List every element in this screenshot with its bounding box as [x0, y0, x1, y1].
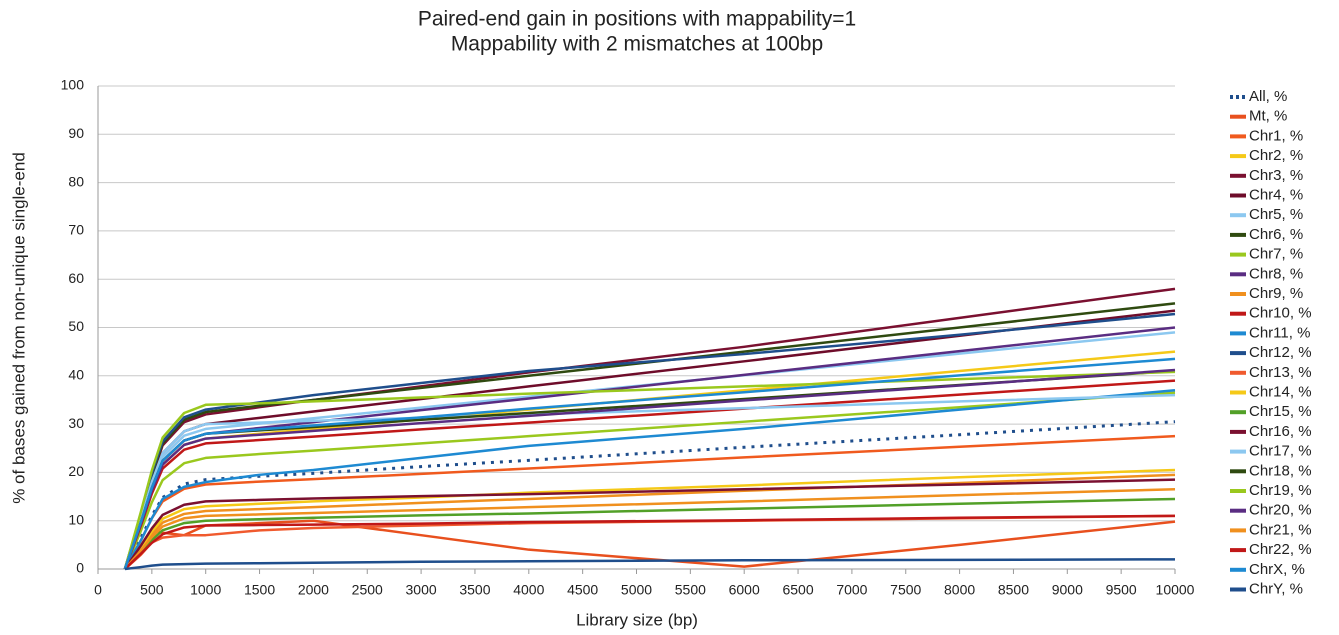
x-tick-label: 4500 [567, 582, 598, 598]
x-tick-label: 5000 [621, 582, 652, 598]
x-tick-label: 2000 [298, 582, 329, 598]
x-tick-label: 2500 [352, 582, 383, 598]
series-line [123, 312, 1176, 570]
series-line [123, 420, 1176, 570]
series-line [123, 473, 1176, 570]
series-line [123, 393, 1176, 570]
x-tick-label: 7000 [836, 582, 867, 598]
y-tick-label: 20 [68, 463, 84, 479]
legend-label: Chr17, % [1249, 443, 1312, 460]
legend-label: Chr7, % [1249, 246, 1303, 263]
series-line [123, 370, 1176, 570]
x-tick-label: 1500 [244, 582, 275, 598]
legend-label: Chr14, % [1249, 383, 1312, 400]
y-tick-label: 70 [68, 222, 84, 238]
y-tick-label: 0 [76, 560, 84, 576]
legend-label: Chr11, % [1249, 324, 1310, 341]
x-tick-label: 6000 [729, 582, 760, 598]
series-line [123, 478, 1176, 570]
legend-label: Chr8, % [1249, 265, 1303, 282]
x-tick-label: 3500 [459, 582, 490, 598]
legend-label: Chr16, % [1249, 423, 1312, 440]
legend-label: All, % [1249, 88, 1287, 105]
series-line [124, 497, 1176, 570]
y-tick-label: 50 [68, 318, 84, 334]
chart-title: Paired-end gain in positions with mappab… [418, 8, 856, 31]
legend-label: Chr21, % [1249, 521, 1312, 538]
series-line [123, 468, 1176, 570]
legend-label: Chr5, % [1249, 206, 1303, 223]
series-line [123, 391, 1176, 570]
x-tick-label: 3000 [406, 582, 437, 598]
legend-label: Chr18, % [1249, 462, 1312, 479]
legend-label: ChrX, % [1249, 561, 1305, 578]
x-tick-label: 8000 [944, 582, 975, 598]
legend-label: Chr20, % [1249, 502, 1312, 519]
legend-label: Mt, % [1249, 108, 1287, 125]
x-tick-label: 8500 [998, 582, 1029, 598]
chart-subtitle: Mappability with 2 mismatches at 100bp [451, 33, 823, 56]
series-line [124, 514, 1176, 570]
legend-label: ChrY, % [1249, 580, 1303, 597]
series-line [123, 326, 1176, 570]
legend-label: Chr13, % [1249, 364, 1312, 381]
y-tick-label: 10 [68, 511, 84, 527]
legend-label: Chr12, % [1249, 344, 1312, 361]
y-tick-label: 40 [68, 367, 84, 383]
legend-label: Chr2, % [1249, 147, 1303, 164]
y-tick-label: 100 [61, 77, 85, 93]
legend-label: Chr19, % [1249, 482, 1312, 499]
series-line [123, 357, 1176, 570]
x-tick-label: 1000 [190, 582, 221, 598]
series-line [123, 488, 1176, 570]
legend-label: Chr3, % [1249, 167, 1303, 184]
x-tick-label: 500 [140, 582, 164, 598]
x-tick-label: 9000 [1052, 582, 1083, 598]
x-axis-label: Library size (bp) [576, 610, 698, 629]
y-axis-label: % of bases gained from non-unique single… [9, 152, 28, 504]
x-tick-label: 0 [94, 582, 102, 598]
legend-label: Chr22, % [1249, 541, 1312, 558]
x-tick-label: 4000 [513, 582, 544, 598]
legend-label: Chr1, % [1249, 127, 1303, 144]
x-tick-label: 6500 [782, 582, 813, 598]
y-tick-label: 30 [68, 415, 84, 431]
series-line [123, 389, 1176, 570]
x-tick-label: 9500 [1106, 582, 1137, 598]
y-tick-label: 60 [68, 270, 84, 286]
legend-label: Chr10, % [1249, 305, 1312, 322]
y-tick-label: 90 [68, 125, 84, 141]
series-line [124, 558, 1176, 571]
legend-label: Chr6, % [1249, 226, 1303, 243]
legend-label: Chr15, % [1249, 403, 1312, 420]
x-tick-label: 10000 [1156, 582, 1195, 598]
series-line [123, 331, 1176, 570]
legend-label: Chr4, % [1249, 186, 1303, 203]
x-tick-label: 5500 [675, 582, 706, 598]
legend-label: Chr9, % [1249, 285, 1303, 302]
x-tick-label: 7500 [890, 582, 921, 598]
y-tick-label: 80 [68, 173, 84, 189]
